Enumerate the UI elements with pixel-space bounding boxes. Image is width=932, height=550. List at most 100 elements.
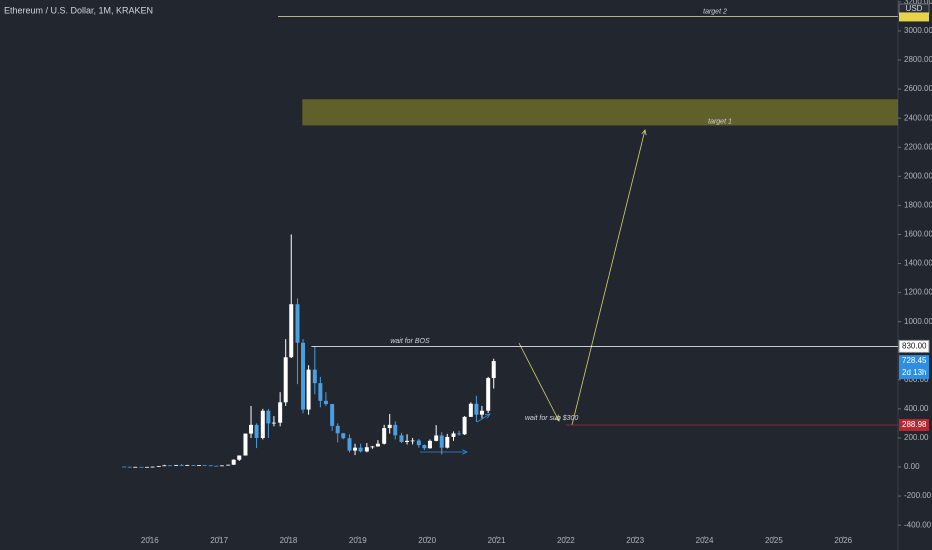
candle-body — [422, 445, 427, 449]
candle-body — [260, 410, 265, 438]
candle-body — [226, 464, 231, 466]
candle-body — [330, 404, 335, 426]
currency-label: USD — [906, 4, 923, 13]
candle-body — [382, 428, 387, 444]
candle-body — [271, 422, 276, 424]
candle-body — [174, 464, 179, 466]
y-tick-label: 1000.00 — [904, 317, 932, 326]
candle-body — [295, 304, 300, 343]
x-tick-label: 2023 — [626, 536, 644, 545]
candle-body — [162, 465, 167, 467]
candle-body — [145, 466, 150, 468]
candle-body — [457, 433, 462, 435]
y-tick-label: 1200.00 — [904, 288, 932, 297]
candle-body — [427, 440, 432, 449]
candle-body — [341, 433, 346, 439]
candle-body — [150, 466, 155, 468]
candle-body — [214, 465, 219, 467]
candle-body — [185, 465, 190, 466]
candle-body — [323, 400, 328, 405]
y-tick-label: 2800.00 — [904, 55, 932, 64]
candle-body — [139, 466, 144, 468]
candle-body — [191, 465, 196, 466]
price-tag-label: 830.00 — [902, 341, 927, 350]
y-tick-label: 1800.00 — [904, 200, 932, 209]
candle-body — [387, 424, 392, 429]
candle-body — [122, 466, 127, 468]
x-tick-label: 2025 — [765, 536, 783, 545]
candle-body — [289, 304, 294, 358]
candle-body — [301, 342, 306, 410]
arrow — [518, 342, 559, 421]
candle-body — [474, 403, 479, 415]
candle-body — [335, 425, 340, 434]
candle-body — [358, 447, 363, 452]
y-tick-label: -400.00 — [904, 520, 932, 529]
y-tick-label: 2000.00 — [904, 171, 932, 180]
x-tick-label: 2020 — [418, 536, 436, 545]
level-text: target 2 — [703, 8, 727, 15]
y-tick-label: 1400.00 — [904, 259, 932, 268]
y-tick-label: 1600.00 — [904, 230, 932, 239]
y-tick-label: 600.00 — [904, 375, 929, 384]
y-tick-label: 3000.00 — [904, 26, 932, 35]
candle-body — [219, 465, 224, 467]
candle-body — [127, 466, 132, 468]
candle-body — [451, 433, 456, 437]
candle-body — [410, 440, 415, 442]
candle-body — [278, 402, 283, 423]
candle-body — [179, 464, 184, 466]
candle-body — [399, 435, 404, 443]
x-tick-label: 2026 — [834, 536, 852, 545]
candle-body — [479, 410, 484, 415]
arrow — [571, 130, 645, 426]
candle-body — [237, 455, 242, 460]
y-tick-label: 2600.00 — [904, 84, 932, 93]
candle-body — [133, 466, 138, 468]
candle-body — [231, 459, 236, 465]
candle-body — [202, 465, 207, 466]
y-tick-label: 3200.00 — [904, 0, 932, 6]
candle-body — [445, 436, 450, 448]
level-text: wait for BOS — [390, 338, 430, 345]
x-tick-label: 2021 — [488, 536, 506, 545]
candle-body — [370, 446, 375, 448]
target-tag — [899, 12, 929, 22]
arrow — [476, 414, 490, 423]
candle-body — [347, 438, 352, 451]
zone-text: target 1 — [708, 118, 732, 125]
y-tick-label: 2400.00 — [904, 113, 932, 122]
candle-body — [306, 369, 311, 410]
candle-body — [283, 357, 288, 403]
countdown: 2d 13h — [902, 368, 926, 377]
price-tag-label: 288.98 — [902, 420, 927, 429]
target-zone — [302, 99, 898, 126]
candle-body — [312, 369, 317, 384]
y-tick-label: 2200.00 — [904, 142, 932, 151]
candle-body — [405, 440, 410, 443]
candle-body — [462, 416, 467, 435]
candle-body — [364, 447, 369, 452]
x-tick-label: 2024 — [696, 536, 714, 545]
y-tick-label: 200.00 — [904, 433, 929, 442]
candle-body — [208, 465, 213, 467]
candle-body — [266, 410, 271, 424]
candle-body — [434, 435, 439, 441]
last-price-tag — [899, 355, 929, 380]
candle-body — [486, 378, 491, 411]
x-tick-label: 2022 — [557, 536, 575, 545]
candle-body — [353, 447, 358, 451]
candle-body — [197, 465, 202, 466]
x-tick-label: 2018 — [280, 536, 298, 545]
candle-body — [468, 403, 473, 417]
candle-body — [254, 424, 259, 438]
x-tick-label: 2017 — [210, 536, 228, 545]
candle-body — [393, 424, 398, 436]
candle-body — [416, 440, 421, 446]
candle-body — [491, 361, 496, 379]
price-tag — [898, 339, 930, 353]
note: wait for sub $300 — [525, 415, 578, 422]
candle-body — [375, 443, 380, 447]
